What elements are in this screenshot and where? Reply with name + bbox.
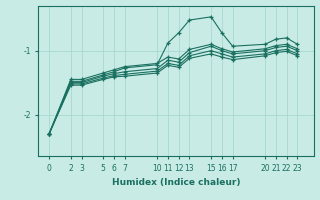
X-axis label: Humidex (Indice chaleur): Humidex (Indice chaleur): [112, 178, 240, 187]
